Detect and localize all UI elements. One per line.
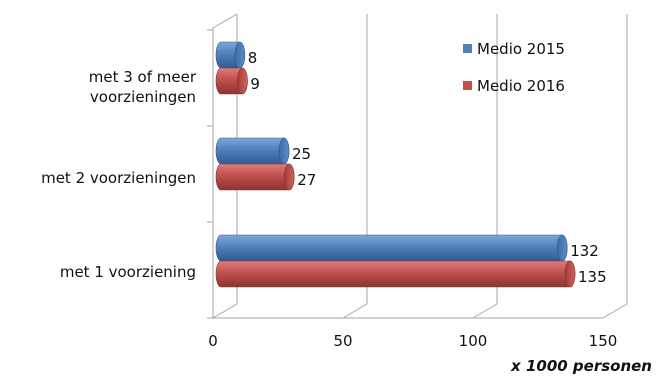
bar-body xyxy=(215,234,568,262)
bar-end-cap xyxy=(234,41,246,69)
bar-medio-2015 xyxy=(215,41,246,69)
bar-medio-2015 xyxy=(215,234,568,262)
legend-label: Medio 2016 xyxy=(477,77,565,95)
bar-end-cap xyxy=(564,260,576,288)
category-label: met 1 voorziening xyxy=(60,263,196,281)
top-depth-edge xyxy=(212,13,238,29)
data-label: 132 xyxy=(570,242,599,260)
data-labels: 8 9 25 27 132 135 xyxy=(248,49,607,286)
bar-end-cap xyxy=(237,67,248,95)
x-axis-ticks: 0 50 100 150 xyxy=(208,332,617,350)
x-tick-label: 0 xyxy=(208,332,218,350)
data-label: 9 xyxy=(250,75,260,93)
bar-medio-2016 xyxy=(215,67,248,95)
bottom-depth-edge xyxy=(212,303,238,319)
x-axis-title: x 1000 personen xyxy=(510,357,652,375)
x-tick-label: 100 xyxy=(459,332,488,350)
bar-body xyxy=(215,260,576,288)
legend-label: Medio 2015 xyxy=(477,40,565,58)
legend: Medio 2015 Medio 2016 xyxy=(463,40,565,95)
bar-medio-2015 xyxy=(215,137,290,165)
x-tick-label: 150 xyxy=(589,332,618,350)
category-label: voorzieningen xyxy=(90,88,196,106)
bar-end-cap xyxy=(283,163,295,191)
x-tick-label: 50 xyxy=(333,332,352,350)
category-labels: met 3 of meer voorzieningen met 2 voorzien… xyxy=(41,68,197,281)
data-label: 135 xyxy=(578,268,607,286)
category-label: met 2 voorzieningen xyxy=(41,169,196,187)
bar-medio-2016 xyxy=(215,260,576,288)
data-label: 25 xyxy=(292,145,311,163)
bar-body xyxy=(215,163,295,191)
category-label: met 3 of meer xyxy=(89,68,197,86)
bar-end-cap xyxy=(556,234,568,262)
bars xyxy=(215,41,576,288)
bar-medio-2016 xyxy=(215,163,295,191)
legend-swatch xyxy=(463,81,472,90)
legend-swatch xyxy=(463,44,472,53)
bar-end-cap xyxy=(278,137,290,165)
bar-body xyxy=(215,137,290,165)
gridline-depth xyxy=(602,303,628,319)
data-label: 27 xyxy=(297,171,316,189)
gridline-depth xyxy=(342,303,368,319)
data-label: 8 xyxy=(248,49,258,67)
gridline-depth xyxy=(472,303,498,319)
